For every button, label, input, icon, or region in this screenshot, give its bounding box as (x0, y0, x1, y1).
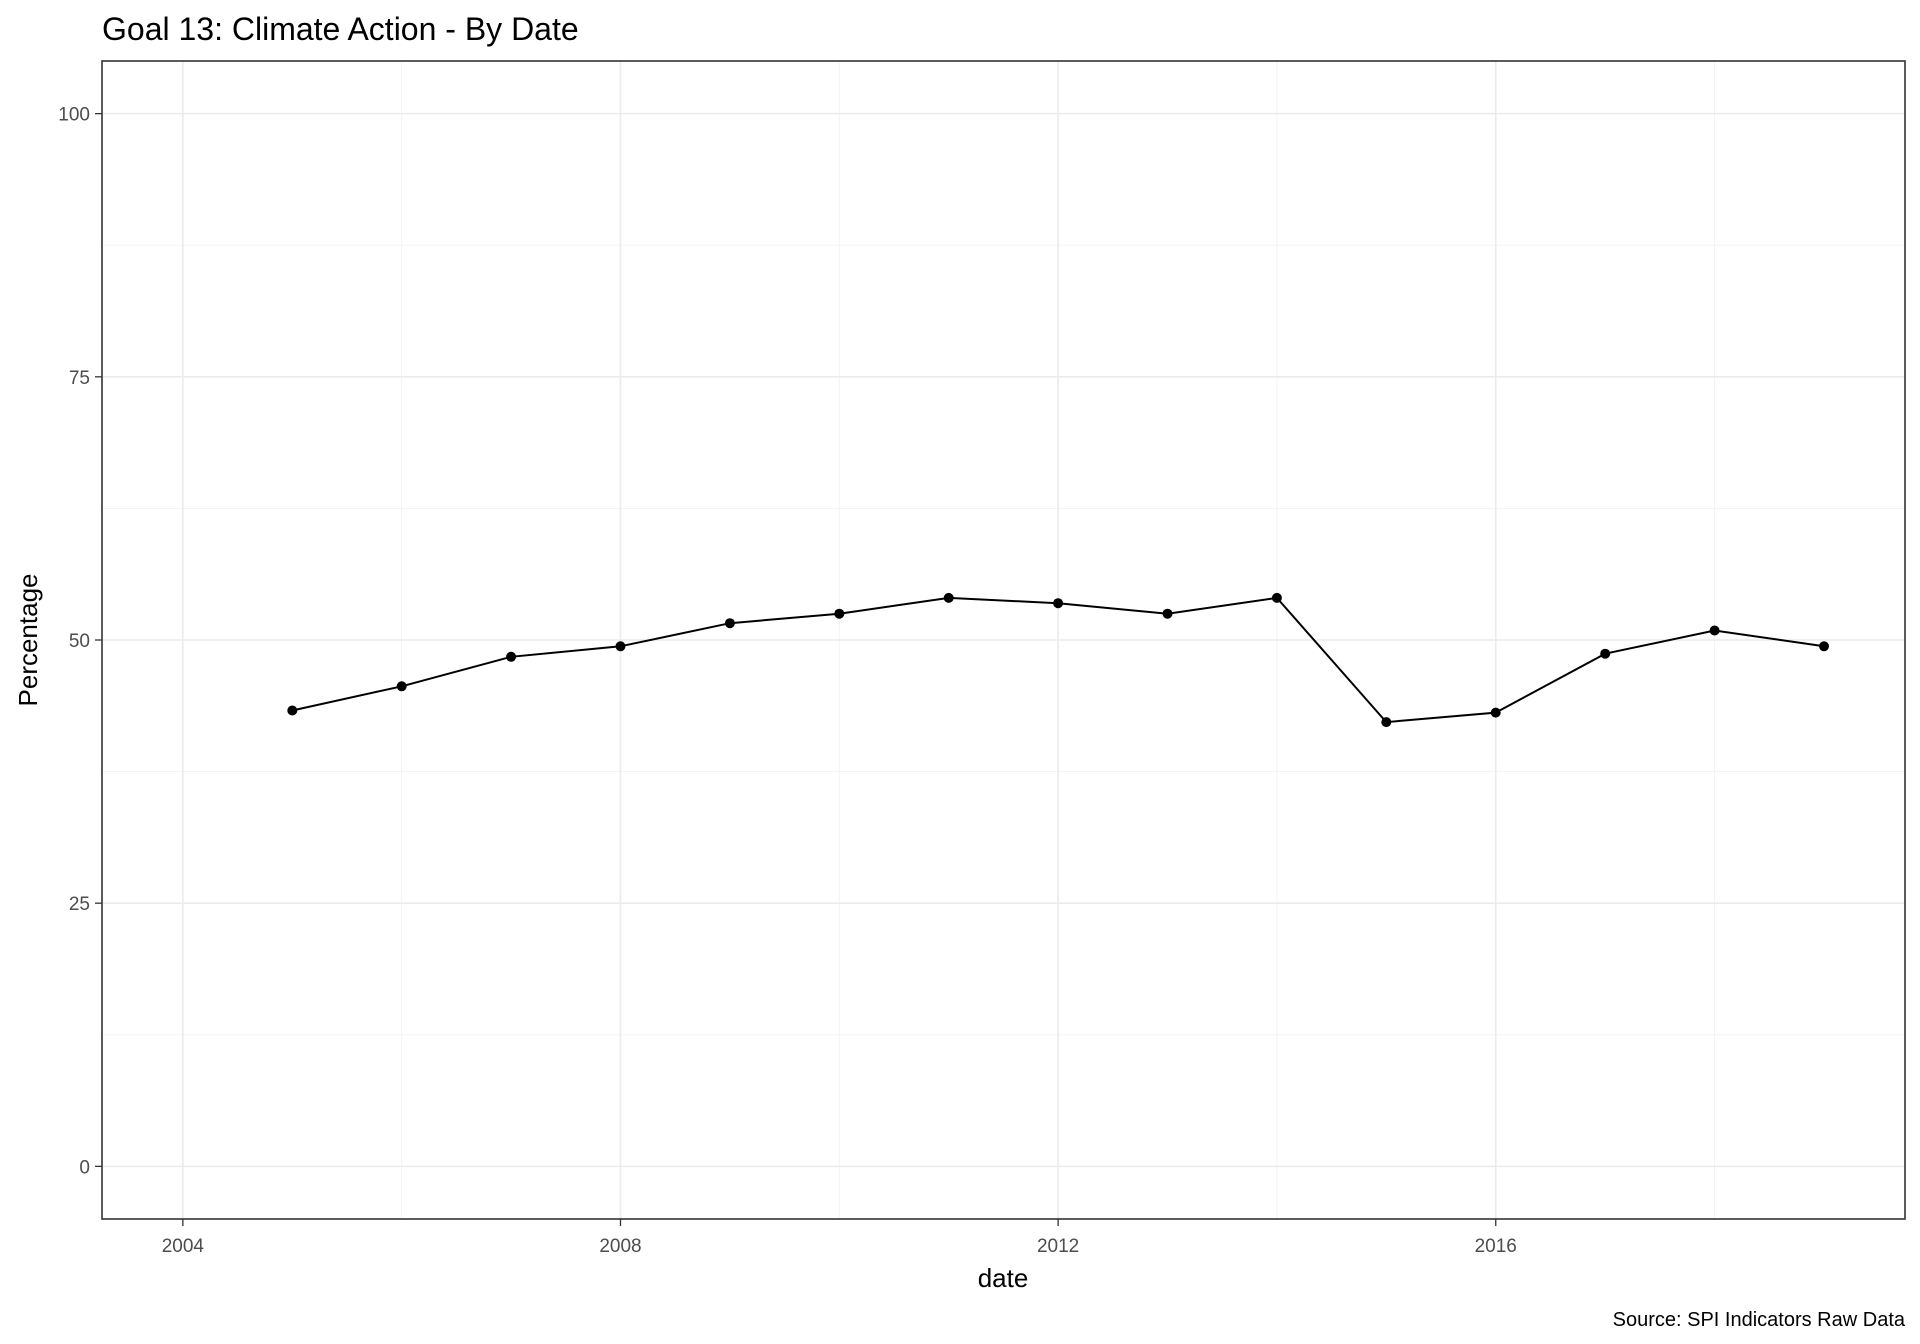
data-point (1600, 648, 1611, 659)
series-points-group (287, 592, 1829, 728)
y-tick-label: 0 (79, 1157, 90, 1178)
data-point (1381, 717, 1392, 728)
data-point (1053, 598, 1064, 609)
data-point (1162, 608, 1173, 619)
data-point (943, 592, 954, 603)
data-point (1819, 641, 1829, 652)
y-tick-label: 50 (69, 631, 90, 652)
axis-ticks: 0 25 50 75 100 2004 2008 2012 2016 (58, 105, 1517, 1257)
y-tick-label: 100 (58, 105, 90, 126)
data-point (1490, 707, 1501, 718)
y-axis-title: Percentage (13, 574, 43, 707)
x-tick-label: 2012 (1037, 1236, 1079, 1257)
grid (102, 61, 1905, 1219)
y-tick-label: 25 (69, 894, 90, 915)
y-tick-label: 75 (69, 368, 90, 389)
x-tick-label: 2004 (162, 1236, 205, 1257)
data-point (1709, 625, 1720, 636)
data-point (287, 705, 298, 716)
x-tick-label: 2008 (599, 1236, 641, 1257)
x-tick-label: 2016 (1475, 1236, 1517, 1257)
data-point (1271, 592, 1282, 603)
x-axis-title: date (978, 1263, 1029, 1293)
data-point (615, 641, 626, 652)
data-point (834, 608, 845, 619)
data-point (506, 651, 517, 662)
chart-caption: Source: SPI Indicators Raw Data (1613, 1309, 1906, 1331)
data-point (724, 618, 735, 629)
data-point (396, 681, 407, 692)
chart-title: Goal 13: Climate Action - By Date (102, 11, 579, 47)
